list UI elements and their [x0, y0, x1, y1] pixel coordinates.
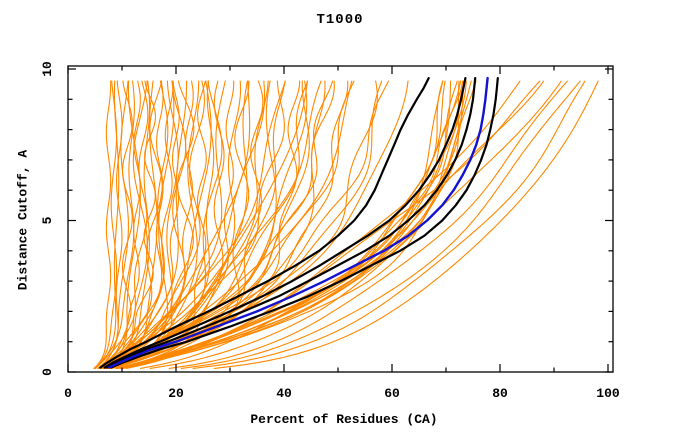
- prediction-curve: [104, 80, 148, 369]
- y-axis-label: Distance Cutoff, A: [15, 149, 31, 291]
- plot-frame: [67, 65, 614, 373]
- prediction-curve: [98, 80, 141, 369]
- y-tick-label: 5: [40, 216, 55, 224]
- x-tick-label: 40: [276, 386, 292, 401]
- axis-ticks: [67, 66, 613, 373]
- prediction-curve: [104, 80, 349, 369]
- prediction-curve: [94, 80, 120, 369]
- prediction-curve: [105, 80, 285, 369]
- x-axis-label: Percent of Residues (CA): [250, 412, 438, 427]
- prediction-curve: [93, 80, 112, 369]
- prediction-curve: [100, 80, 322, 369]
- prediction-curve: [100, 80, 266, 369]
- x-tick-label: 20: [168, 386, 184, 401]
- prediction-curve: [122, 80, 467, 369]
- tick-labels: 0 20 40 60 80 100 0 5 10: [40, 61, 620, 401]
- x-tick-label: 0: [64, 386, 72, 401]
- prediction-curve: [213, 80, 599, 369]
- prediction-curve: [110, 80, 207, 369]
- prediction-curve: [105, 80, 141, 369]
- prediction-curve: [106, 80, 383, 369]
- x-tick-label: 80: [492, 386, 508, 401]
- y-tick-label: 10: [40, 61, 55, 77]
- prediction-curve: [117, 80, 464, 369]
- highlighted-curves: [99, 76, 499, 369]
- prediction-curve: [139, 80, 545, 369]
- prediction-curve: [115, 80, 250, 369]
- prediction-curve: [192, 80, 586, 369]
- model-blue: [107, 76, 489, 369]
- prediction-curve: [98, 80, 129, 369]
- x-tick-label: 60: [384, 386, 400, 401]
- prediction-curve: [180, 80, 581, 369]
- prediction-curve: [106, 80, 335, 369]
- model-black-2: [103, 77, 467, 369]
- prediction-curve: [99, 80, 308, 369]
- prediction-curve: [98, 80, 251, 369]
- prediction-curve: [98, 80, 174, 369]
- prediction-curve: [98, 80, 163, 369]
- prediction-curve: [99, 80, 286, 369]
- prediction-curve: [99, 80, 188, 369]
- model-black-4: [110, 77, 499, 369]
- prediction-curve: [104, 80, 164, 369]
- ensemble-curves: [93, 80, 599, 369]
- prediction-curve: [98, 80, 157, 369]
- prediction-curve: [109, 80, 378, 369]
- prediction-curve: [103, 80, 242, 369]
- prediction-curve: [105, 80, 310, 369]
- prediction-curve: [122, 80, 541, 369]
- model-black-1: [99, 77, 430, 369]
- y-tick-label: 0: [40, 368, 55, 376]
- prediction-curve: [103, 80, 309, 369]
- prediction-curve: [105, 80, 151, 369]
- chart-title: T1000: [316, 12, 364, 28]
- prediction-curve: [105, 80, 355, 369]
- x-tick-label: 100: [596, 386, 620, 401]
- prediction-curve: [168, 80, 568, 369]
- prediction-curve: [110, 80, 200, 369]
- prediction-curve: [116, 80, 460, 369]
- prediction-curve: [106, 80, 195, 369]
- model-black-3: [105, 77, 477, 369]
- prediction-curve: [106, 80, 286, 369]
- prediction-curve: [93, 80, 118, 369]
